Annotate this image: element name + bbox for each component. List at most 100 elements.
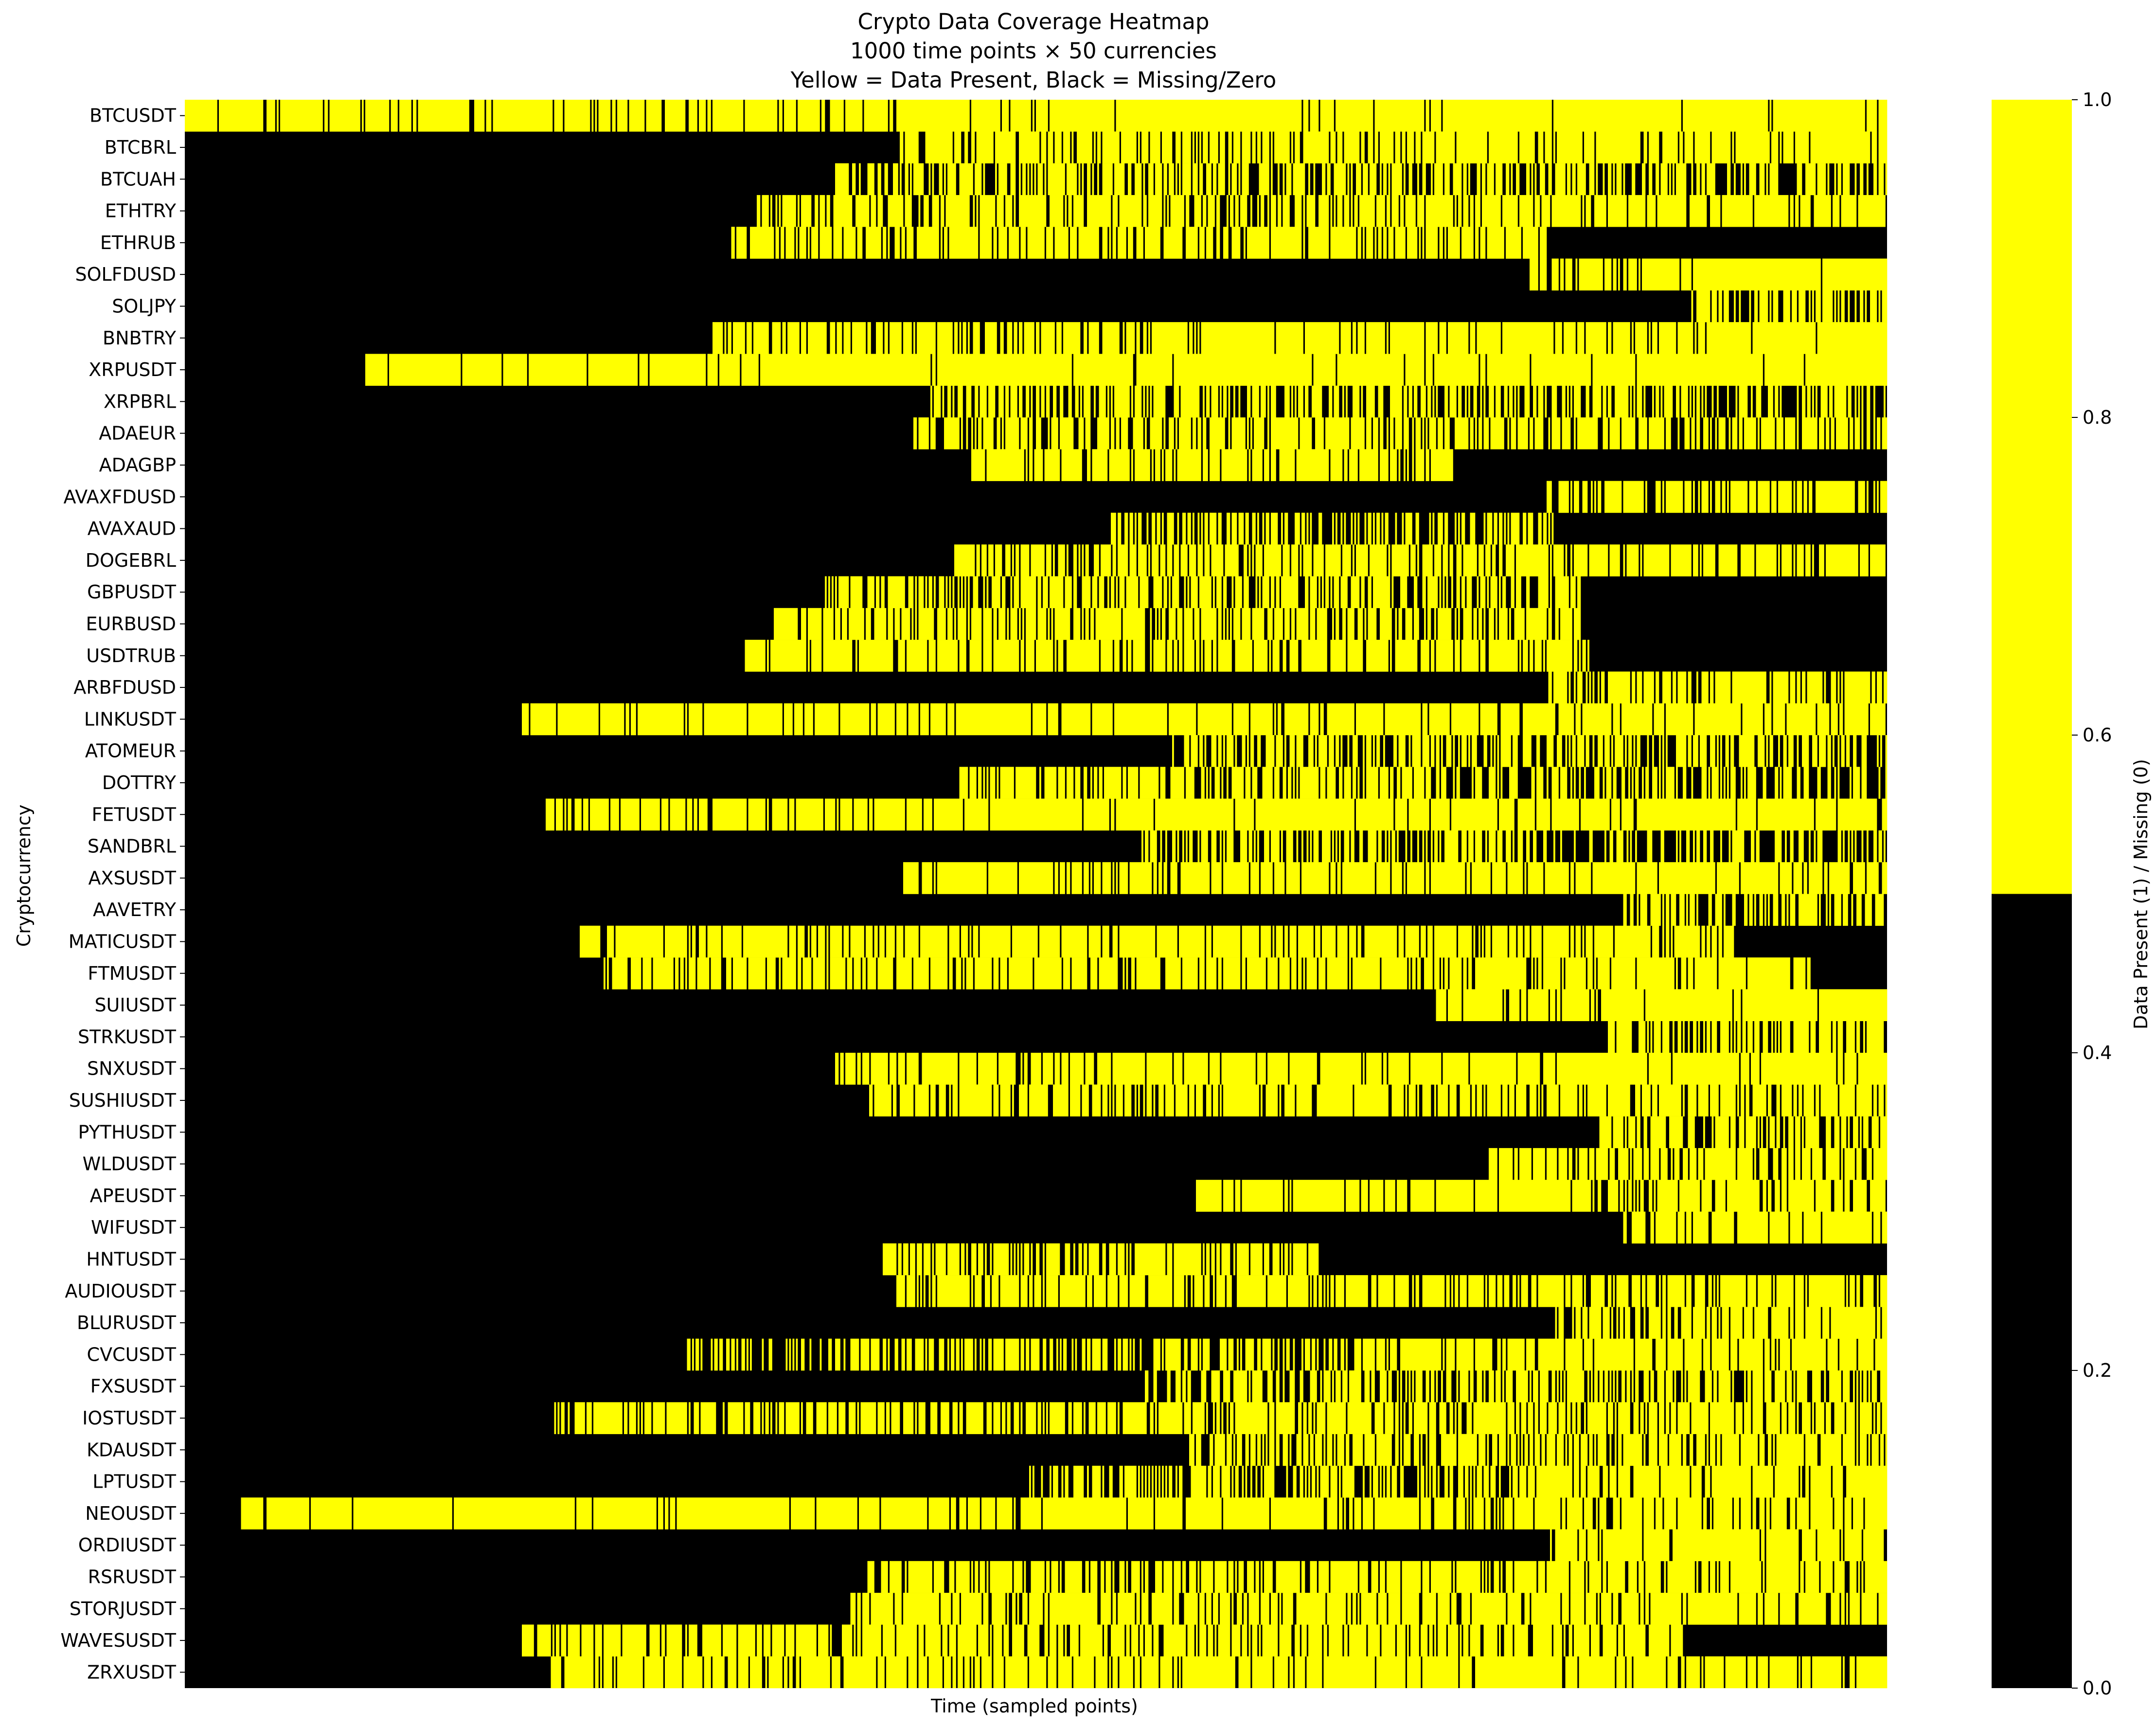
heatmap-cell-run: [1167, 195, 1169, 227]
heatmap-cell-run: [1323, 1656, 1375, 1689]
heatmap-cell-run: [1782, 1148, 1787, 1180]
heatmap-cell-run: [1565, 1275, 1571, 1307]
heatmap-cell-run: [828, 576, 830, 609]
heatmap-row-linkusdt: [522, 703, 1886, 736]
heatmap-cell-run: [1351, 576, 1360, 609]
heatmap-cell-run: [1865, 1561, 1888, 1593]
heatmap-cell-run: [1805, 1116, 1819, 1149]
heatmap-cell-run: [1438, 1465, 1440, 1498]
heatmap-cells: [185, 100, 1888, 1689]
heatmap-cell-run: [1257, 1434, 1261, 1466]
heatmap-cell-run: [1231, 417, 1246, 450]
heatmap-cell-run: [1158, 862, 1162, 894]
heatmap-cell-run: [1567, 1370, 1585, 1403]
heatmap-cell-run: [1141, 1465, 1143, 1498]
heatmap-cell-run: [1863, 1021, 1865, 1053]
heatmap-cell-run: [1119, 1465, 1123, 1498]
heatmap-cell-run: [913, 163, 924, 196]
heatmap-cell-run: [1538, 1275, 1564, 1307]
heatmap-cell-run: [1255, 1465, 1258, 1498]
heatmap-cell-run: [798, 100, 820, 132]
heatmap-cell-run: [1718, 957, 1746, 990]
heatmap-cell-run: [1727, 385, 1729, 418]
heatmap-cell-run: [1603, 1624, 1617, 1656]
heatmap-cell-run: [1570, 1561, 1585, 1593]
heatmap-cell-run: [1531, 1593, 1561, 1625]
heatmap-cell-run: [1179, 640, 1183, 672]
heatmap-cell-run: [1109, 1084, 1111, 1116]
heatmap-cell-run: [1858, 1338, 1874, 1371]
heatmap-cell-run: [1262, 1624, 1278, 1656]
heatmap-cell-run: [1594, 957, 1596, 990]
heatmap-cell-run: [1361, 131, 1365, 163]
heatmap-cell-run: [951, 1497, 956, 1530]
heatmap-cell-run: [1238, 1656, 1251, 1689]
heatmap-cell-run: [728, 1656, 737, 1689]
heatmap-cell-run: [1877, 671, 1882, 703]
heatmap-cell-run: [1861, 767, 1867, 799]
heatmap-cell-run: [1417, 830, 1419, 863]
heatmap-cell-run: [1875, 1338, 1888, 1371]
heatmap-cell-run: [1261, 1561, 1263, 1593]
heatmap-cell-run: [976, 195, 979, 227]
heatmap-cell-run: [1642, 163, 1646, 196]
heatmap-cell-run: [907, 798, 922, 831]
heatmap-cell-run: [1519, 1148, 1532, 1180]
heatmap-cell-run: [1291, 957, 1297, 990]
heatmap-cell-run: [1846, 1593, 1848, 1625]
heatmap-cell-run: [1313, 830, 1319, 863]
heatmap-cell-run: [1371, 1275, 1377, 1307]
heatmap-cell-run: [1313, 1402, 1316, 1434]
heatmap-cell-run: [1264, 1465, 1275, 1498]
heatmap-cell-run: [1376, 1656, 1406, 1689]
heatmap-cell-run: [1291, 544, 1299, 576]
heatmap-cell-run: [666, 1402, 687, 1434]
heatmap-cell-run: [1489, 767, 1496, 799]
heatmap-cell-run: [1351, 163, 1353, 196]
heatmap-cell-run: [1357, 608, 1363, 640]
heatmap-cell-run: [1741, 163, 1743, 196]
heatmap-cell-run: [975, 1561, 979, 1593]
heatmap-cell-run: [1509, 925, 1516, 958]
heatmap-cell-run: [764, 1624, 771, 1656]
heatmap-cell-run: [1766, 735, 1768, 767]
heatmap-cell-run: [1664, 385, 1673, 418]
heatmap-cell-run: [1795, 1275, 1804, 1307]
y-tick-label: WLDUSDT: [83, 1153, 177, 1175]
heatmap-cell-run: [1688, 735, 1692, 767]
heatmap-cell-run: [1363, 1497, 1373, 1530]
heatmap-row-suiusdt: [1436, 989, 1888, 1021]
heatmap-cell-run: [835, 1053, 839, 1085]
heatmap-cell-run: [1611, 1307, 1613, 1339]
heatmap-cell-run: [1148, 322, 1150, 354]
heatmap-cell-run: [1380, 449, 1389, 481]
heatmap-cell-run: [1104, 767, 1122, 799]
heatmap-cell-run: [1429, 703, 1450, 736]
heatmap-cell-run: [1238, 385, 1241, 418]
heatmap-cell-run: [1197, 544, 1203, 576]
heatmap-cell-run: [1575, 1307, 1581, 1339]
heatmap-cell-run: [1543, 830, 1547, 863]
heatmap-row-arbfdusd: [1548, 671, 1888, 703]
heatmap-cell-run: [1431, 1370, 1435, 1403]
heatmap-cell-run: [821, 100, 825, 132]
heatmap-cell-run: [1500, 767, 1503, 799]
y-tick-label: DOGEBRL: [86, 550, 176, 571]
heatmap-cell-run: [1150, 640, 1152, 672]
heatmap-cell-run: [1841, 1529, 1843, 1562]
heatmap-cell-run: [1707, 163, 1715, 196]
heatmap-cell-run: [1769, 735, 1773, 767]
heatmap-cell-run: [1305, 1338, 1310, 1371]
heatmap-cell-run: [1031, 1053, 1041, 1085]
heatmap-cell-run: [1834, 894, 1841, 926]
heatmap-cell-run: [1092, 1465, 1101, 1498]
heatmap-cell-run: [947, 163, 956, 196]
heatmap-cell-run: [1441, 957, 1443, 990]
heatmap-cell-run: [1844, 1497, 1852, 1530]
heatmap-cell-run: [1383, 1053, 1387, 1085]
heatmap-cell-run: [828, 1338, 832, 1371]
heatmap-cell-run: [871, 1338, 880, 1371]
heatmap-cell-run: [1068, 385, 1072, 418]
heatmap-cell-run: [1449, 385, 1457, 418]
heatmap-cell-run: [1174, 385, 1179, 418]
